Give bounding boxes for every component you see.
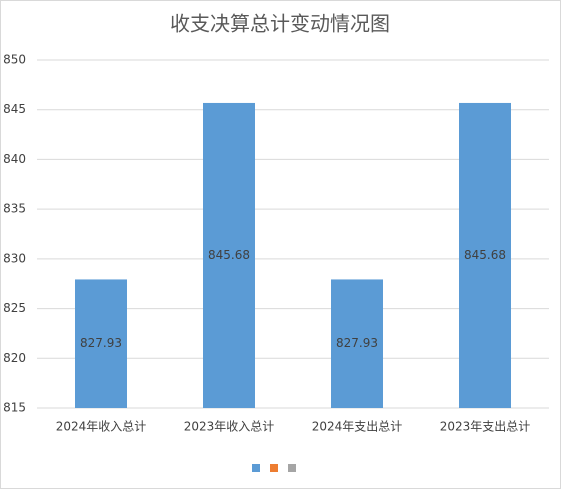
value-label: 827.93 bbox=[80, 336, 122, 350]
x-tick-label: 2023年收入总计 bbox=[184, 420, 275, 434]
y-tick-label: 840 bbox=[3, 152, 26, 166]
bar bbox=[203, 102, 255, 409]
y-tick-label: 820 bbox=[3, 351, 26, 365]
value-label: 827.93 bbox=[336, 336, 378, 350]
y-tick-label: 825 bbox=[3, 301, 26, 315]
bar bbox=[331, 279, 383, 408]
legend-swatch bbox=[252, 464, 260, 472]
y-tick-label: 830 bbox=[3, 251, 26, 265]
value-label: 845.68 bbox=[464, 248, 506, 262]
x-tick-label: 2023年支出总计 bbox=[440, 420, 531, 434]
y-tick-label: 815 bbox=[3, 401, 26, 415]
legend-swatch bbox=[270, 464, 278, 472]
x-tick-label: 2024年支出总计 bbox=[312, 420, 403, 434]
value-label: 845.68 bbox=[208, 248, 250, 262]
x-tick-label: 2024年收入总计 bbox=[56, 420, 147, 434]
bar bbox=[75, 279, 127, 408]
y-tick-label: 845 bbox=[3, 102, 26, 116]
chart-title: 收支决算总计变动情况图 bbox=[170, 12, 390, 36]
legend-swatch bbox=[288, 464, 296, 472]
y-tick-label: 850 bbox=[3, 53, 26, 67]
y-tick-label: 835 bbox=[3, 202, 26, 216]
bar bbox=[459, 102, 511, 409]
